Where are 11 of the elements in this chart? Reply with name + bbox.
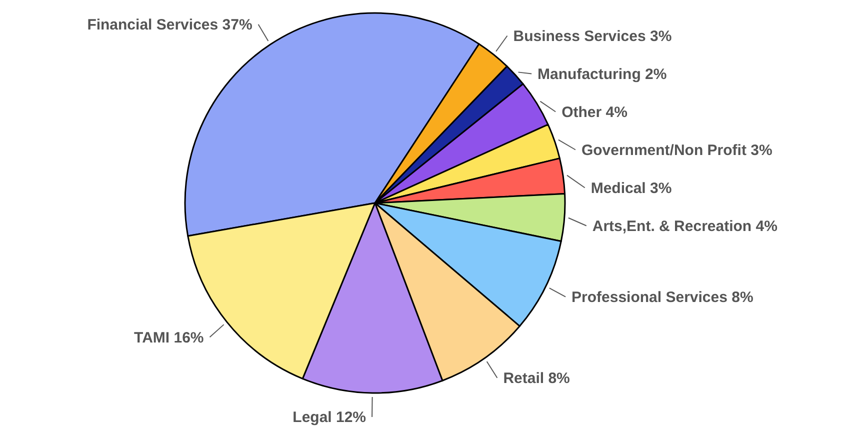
- slice-label: Other 4%: [562, 104, 628, 122]
- slice-label: Government/Non Profit 3%: [581, 142, 772, 160]
- slice-label: Medical 3%: [590, 180, 672, 198]
- slice-label: Arts,Ent. & Recreation 4%: [592, 218, 778, 236]
- slice-label: Manufacturing 2%: [538, 66, 667, 84]
- slice-label: Financial Services 37%: [87, 16, 252, 34]
- slice-label: Business Services 3%: [513, 28, 672, 46]
- slice-label: Professional Services 8%: [572, 289, 754, 306]
- slice-label: Legal 12%: [292, 409, 366, 426]
- slice-label: TAMI 16%: [134, 329, 204, 346]
- slice-label: Retail 8%: [503, 370, 570, 388]
